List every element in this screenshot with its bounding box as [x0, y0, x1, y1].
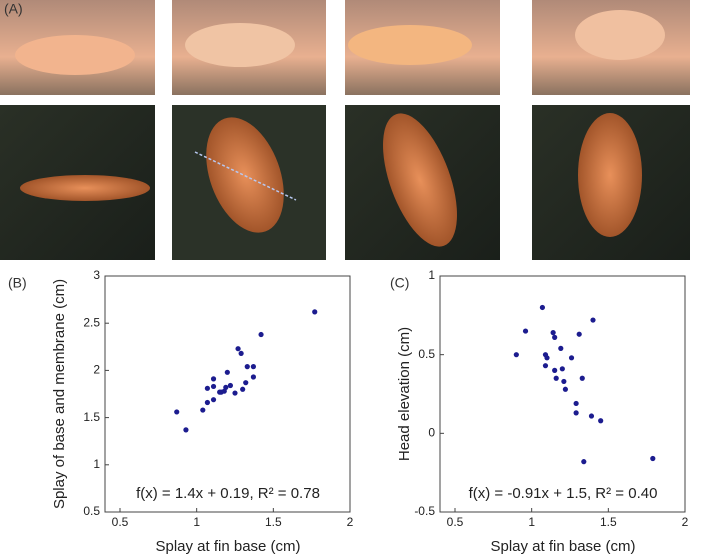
panel-label: (B) [8, 275, 27, 291]
point [210, 383, 217, 390]
point [568, 355, 575, 361]
point [258, 331, 264, 338]
y-tick-label: 0 [428, 426, 435, 440]
point [588, 413, 595, 419]
x-axis-label: Splay at fin base (cm) [490, 538, 635, 555]
point [542, 363, 549, 369]
point [553, 375, 559, 381]
point [559, 366, 565, 372]
x-tick-label: 2 [682, 515, 689, 529]
point [558, 345, 564, 351]
point [598, 418, 604, 424]
point [204, 399, 210, 406]
point [522, 328, 529, 334]
y-tick-label: 1 [93, 457, 100, 471]
y-axis-label: Splay of base and membrane (cm) [51, 279, 68, 509]
point [650, 455, 656, 462]
point [244, 364, 250, 370]
y-tick-label: 1 [428, 268, 435, 282]
point [562, 386, 569, 392]
point [210, 397, 217, 403]
y-tick-label: -0.5 [414, 504, 435, 518]
point [235, 346, 241, 352]
point [552, 334, 558, 340]
x-axis-label: Splay at fin base (cm) [155, 538, 300, 555]
point [204, 385, 210, 391]
x-tick-label: 1.5 [265, 515, 282, 529]
point [550, 330, 556, 336]
y-tick-label: 3 [93, 268, 100, 282]
x-tick-label: 1 [193, 515, 200, 529]
y-tick-label: 0.5 [418, 347, 435, 361]
photo-panel [0, 0, 690, 260]
point [544, 355, 550, 361]
point [240, 386, 246, 392]
x-tick-label: 0.5 [447, 515, 464, 529]
point [581, 459, 587, 465]
point [224, 369, 230, 375]
annotation: f(x) = 1.4x + 0.19, R² = 0.78 [136, 485, 320, 502]
point [210, 376, 217, 382]
x-tick-label: 2 [347, 515, 354, 529]
y-tick-label: 2 [93, 363, 100, 377]
point [573, 400, 579, 407]
x-tick-label: 1 [528, 515, 535, 529]
y-tick-label: 2.5 [83, 315, 100, 329]
point [573, 410, 579, 416]
point [183, 427, 189, 433]
plot-frame [439, 275, 686, 513]
plot-frame [104, 275, 351, 513]
point [227, 382, 233, 389]
point [579, 375, 585, 381]
point [576, 331, 582, 337]
point [539, 304, 546, 311]
panel-label: (C) [390, 275, 409, 291]
point [250, 374, 256, 380]
y-axis-label: Head elevation (cm) [396, 327, 413, 461]
point [312, 309, 318, 315]
annotation: f(x) = -0.91x + 1.5, R² = 0.40 [469, 485, 658, 502]
point [200, 407, 206, 413]
point [552, 367, 558, 373]
point [174, 409, 180, 415]
x-tick-label: 0.5 [112, 515, 129, 529]
point [232, 390, 238, 396]
panel-label: (A) [4, 1, 23, 17]
x-tick-label: 1.5 [600, 515, 617, 529]
point [513, 352, 519, 358]
point [238, 350, 244, 357]
y-tick-label: 1.5 [83, 410, 100, 424]
y-tick-label: 0.5 [83, 504, 100, 518]
point [243, 380, 249, 386]
point [590, 317, 596, 323]
point [561, 378, 567, 385]
point [223, 384, 229, 390]
point [250, 364, 256, 370]
